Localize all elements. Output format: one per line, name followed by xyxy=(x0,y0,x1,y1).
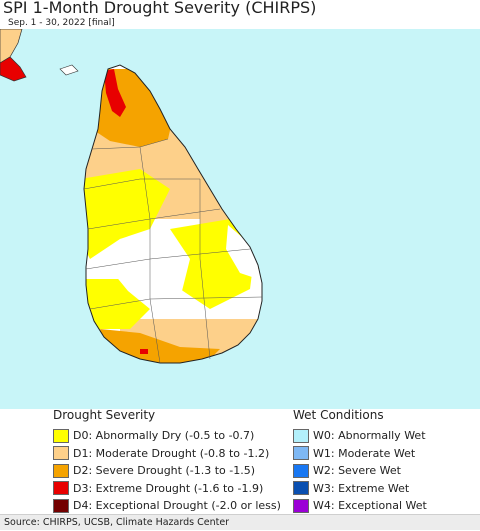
india-coast-red xyxy=(0,56,27,82)
d2-north xyxy=(90,69,175,147)
d0-west xyxy=(84,169,170,259)
legend-item-d4: D4: Exceptional Drought (-2.0 or less) xyxy=(53,497,281,515)
legend-item-w3: W3: Extreme Wet xyxy=(293,480,427,498)
district-boundaries xyxy=(83,138,263,364)
d3-northwest xyxy=(104,69,126,117)
legend-swatch-w0 xyxy=(293,428,309,443)
legend-label-w2: W2: Severe Wet xyxy=(313,464,401,478)
legend-swatch-d4 xyxy=(53,498,69,513)
legend-item-d3: D3: Extreme Drought (-1.6 to -1.9) xyxy=(53,480,281,498)
legend-item-d1: D1: Moderate Drought (-0.8 to -1.2) xyxy=(53,445,281,463)
legend-label-d1: D1: Moderate Drought (-0.8 to -1.2) xyxy=(73,446,270,460)
d3-south-spot xyxy=(140,349,148,354)
drought-legend-heading: Drought Severity xyxy=(53,408,156,422)
legend-label-d4: D4: Exceptional Drought (-2.0 or less) xyxy=(73,499,281,513)
legend-label-w4: W4: Exceptional Wet xyxy=(313,499,427,513)
sri-lanka-map xyxy=(0,29,263,364)
wet-legend-heading: Wet Conditions xyxy=(293,408,384,422)
legend-item-w2: W2: Severe Wet xyxy=(293,462,427,480)
legend-label-d3: D3: Extreme Drought (-1.6 to -1.9) xyxy=(73,481,264,495)
source-footer: Source: CHIRPS, UCSB, Climate Hazards Ce… xyxy=(0,514,480,530)
legend-label-d2: D2: Severe Drought (-1.3 to -1.5) xyxy=(73,464,256,478)
legend-label-w3: W3: Extreme Wet xyxy=(313,481,410,495)
map-subtitle: Sep. 1 - 30, 2022 [final] xyxy=(8,18,115,28)
legend-swatch-d1 xyxy=(53,446,69,461)
legend-item-w1: W1: Moderate Wet xyxy=(293,445,427,463)
map-title: SPI 1-Month Drought Severity (CHIRPS) xyxy=(3,0,317,17)
india-coast xyxy=(0,29,23,64)
island-outline xyxy=(83,64,263,364)
legend-item-w4: W4: Exceptional Wet xyxy=(293,497,427,515)
mannar-island xyxy=(59,64,79,76)
legend-label-d0: D0: Abnormally Dry (-0.5 to -0.7) xyxy=(73,429,255,443)
map-panel xyxy=(0,29,480,409)
legend-swatch-d0 xyxy=(53,428,69,443)
legend-swatch-w4 xyxy=(293,498,309,513)
legend-swatch-d3 xyxy=(53,481,69,496)
legend-swatch-w3 xyxy=(293,481,309,496)
legend-item-d2: D2: Severe Drought (-1.3 to -1.5) xyxy=(53,462,281,480)
legend-label-w1: W1: Moderate Wet xyxy=(313,446,416,460)
drought-legend: Drought Severity D0: Abnormally Dry (-0.… xyxy=(53,408,281,515)
legend-swatch-d2 xyxy=(53,463,69,478)
legend-swatch-w2 xyxy=(293,463,309,478)
normal-east xyxy=(226,225,258,279)
legend-item-w0: W0: Abnormally Wet xyxy=(293,427,427,445)
legend-label-w0: W0: Abnormally Wet xyxy=(313,429,426,443)
legend-swatch-w1 xyxy=(293,446,309,461)
wet-legend: Wet Conditions W0: Abnormally Wet W1: Mo… xyxy=(293,408,427,515)
legend-item-d0: D0: Abnormally Dry (-0.5 to -0.7) xyxy=(53,427,281,445)
